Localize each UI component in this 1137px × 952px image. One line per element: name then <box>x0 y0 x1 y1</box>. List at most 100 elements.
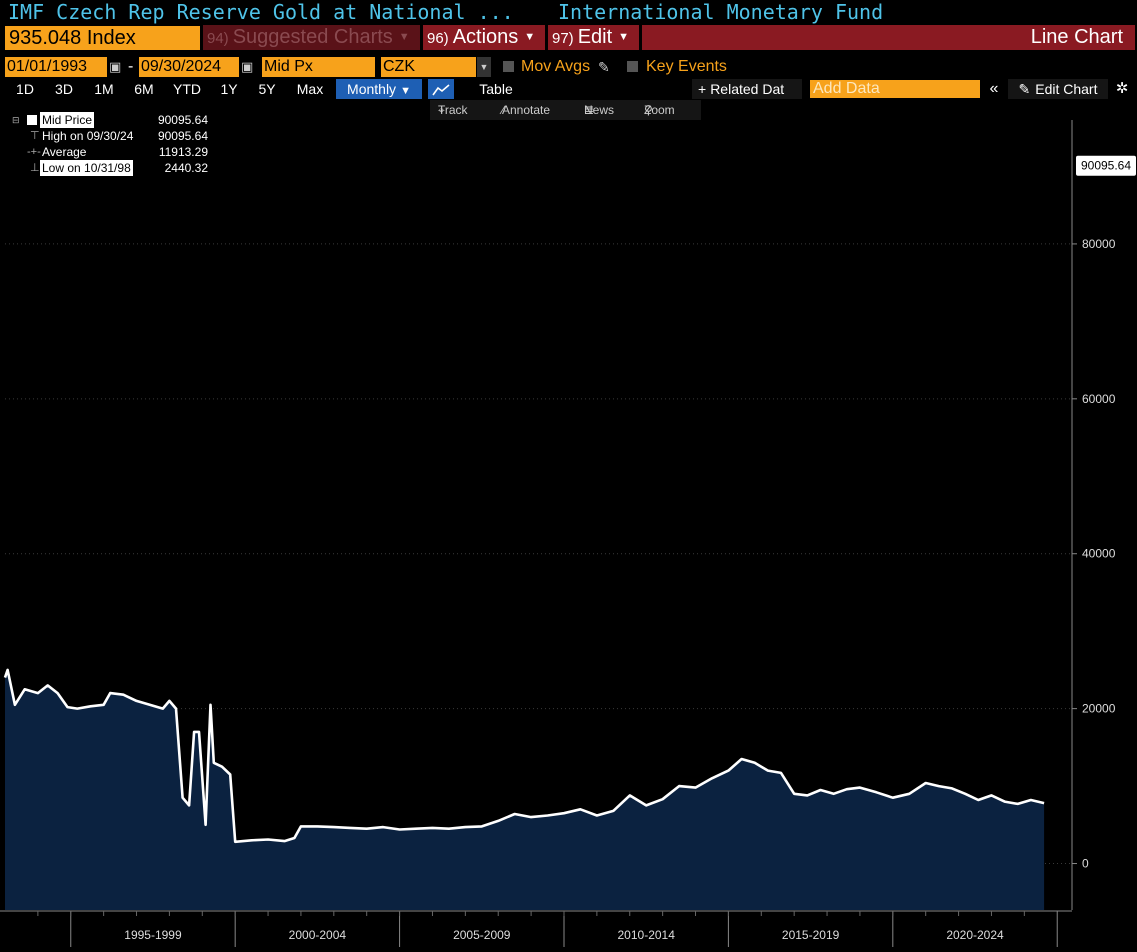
last-value-label: 90095.64 <box>1081 159 1131 173</box>
y-tick-label: 60000 <box>1082 392 1116 406</box>
chart-tools: ⌖ Track ∕ Annotate ≣ News ⚲ Zoom <box>430 100 701 120</box>
zoom-label: Zoom <box>644 103 675 117</box>
related-data-button[interactable]: + Related Dat <box>692 79 802 99</box>
x-axis: 1995-1999 2000-2004 2005-2009 2010-2014 2015… <box>0 910 1137 947</box>
annotate-label: Annotate <box>502 103 551 117</box>
x-tick-label: 2000-2004 <box>289 928 347 942</box>
mov-avgs-checkbox[interactable] <box>503 61 514 72</box>
legend-value: 90095.64 <box>157 113 208 127</box>
last-value-badge <box>1076 155 1136 176</box>
range-button-3d[interactable]: 3D <box>55 81 73 97</box>
price-type-text: Mid Px <box>264 58 313 75</box>
news-label: News <box>584 103 615 117</box>
legend-row-high: ⊤ High on 09/30/24 90095.64 <box>10 128 212 144</box>
table-view-button[interactable]: Table <box>479 81 513 97</box>
y-tick-label: 20000 <box>1082 702 1116 716</box>
security-title: IMF Czech Rep Reserve Gold at National .… <box>8 0 514 24</box>
title-bar: IMF Czech Rep Reserve Gold at National .… <box>0 0 1137 25</box>
pencil-icon[interactable]: ✎ <box>598 59 610 75</box>
currency-dropdown-button[interactable]: ▼ <box>477 57 491 77</box>
key-events-checkbox[interactable] <box>627 61 638 72</box>
calendar-icon[interactable]: ▣ <box>241 59 254 74</box>
chevron-down-icon: ▼ <box>618 31 630 44</box>
chevron-down-icon: ▼ <box>524 31 536 44</box>
series-area <box>5 669 1045 910</box>
start-date-field[interactable]: 01/01/1993 <box>5 57 107 77</box>
average-marker-icon: -+- <box>27 146 41 158</box>
magnifier-icon: ⚲ <box>644 103 653 117</box>
frequency-dropdown[interactable]: Monthly ▼ <box>336 79 422 99</box>
edit-chart-button[interactable]: ✎ Edit Chart <box>1008 79 1108 99</box>
related-data-label: Related Dat <box>710 81 785 97</box>
collapse-chevron-icon[interactable]: « <box>989 80 999 97</box>
legend-value: 2440.32 <box>164 161 208 175</box>
average-bar <box>100 146 158 158</box>
actions-button[interactable]: 96) Actions ▼ <box>423 25 545 50</box>
frequency-label: Monthly <box>347 81 397 97</box>
end-date-field[interactable]: 09/30/2024 <box>139 57 239 77</box>
date-separator: - <box>128 58 134 75</box>
plus-icon: + <box>698 81 707 97</box>
x-tick-label: 2010-2014 <box>618 928 676 942</box>
chart-type-label: Line Chart <box>1030 26 1123 48</box>
range-button-max[interactable]: Max <box>296 81 324 97</box>
y-tick-label: 0 <box>1082 857 1089 871</box>
suggested-charts-label: Suggested Charts <box>232 26 393 48</box>
x-tick-label: 2005-2009 <box>453 928 511 942</box>
y-tick-label: 80000 <box>1082 237 1116 251</box>
actions-label: Actions <box>452 26 519 48</box>
range-button-6m[interactable]: 6M <box>134 81 154 97</box>
white-swatch-icon <box>27 115 37 125</box>
chart-type-bar[interactable]: Line Chart <box>642 25 1135 50</box>
source-title: International Monetary Fund <box>558 0 884 24</box>
series-line <box>3 668 1045 844</box>
currency-field[interactable]: CZK <box>381 57 476 77</box>
add-data-input[interactable]: Add Data <box>810 80 980 98</box>
edit-button[interactable]: 97) Edit ▼ <box>548 25 639 50</box>
high-marker-icon: ⊤ <box>30 130 40 142</box>
range-button-1y[interactable]: 1Y <box>220 81 238 97</box>
legend-row-mid-price: ⊟ Mid Price 90095.64 <box>10 112 212 128</box>
price-type-field[interactable]: Mid Px <box>262 57 375 77</box>
pencil-icon: ∕ <box>502 103 505 117</box>
key-events-label: Key Events <box>646 58 727 75</box>
legend-label: Average <box>42 145 87 159</box>
line-chart-view-icon[interactable] <box>428 79 454 99</box>
x-axis-svg: 1995-1999 2000-2004 2005-2009 2010-2014 2015… <box>0 910 1072 947</box>
chart-area[interactable]: 0 20000 40000 60000 80000 90095.64 <box>0 100 1137 910</box>
low-marker-icon: ⊥ <box>30 162 40 174</box>
legend-label: High on 09/30/24 <box>42 129 134 143</box>
start-date-text: 01/01/1993 <box>7 58 88 75</box>
y-tick-label: 40000 <box>1082 547 1116 561</box>
track-label: Track <box>438 103 468 117</box>
gear-icon[interactable]: ✲ <box>1115 80 1129 97</box>
news-icon: ≣ <box>584 103 595 117</box>
legend-label: Mid Price <box>40 112 95 128</box>
chevron-down-icon: ▼ <box>400 85 411 97</box>
legend-row-low: ⊥ Low on 10/31/98 2440.32 <box>10 160 212 176</box>
end-date-text: 09/30/2024 <box>141 58 222 75</box>
range-button-5y[interactable]: 5Y <box>258 81 276 97</box>
legend-value: 11913.29 <box>158 145 208 159</box>
calendar-icon[interactable]: ▣ <box>109 59 122 74</box>
ticker-field[interactable]: 935.048 Index <box>5 26 200 50</box>
add-data-placeholder: Add Data <box>813 80 880 97</box>
range-button-1m[interactable]: 1M <box>94 81 114 97</box>
suggested-charts-button[interactable]: 94) Suggested Charts ▼ <box>203 25 420 50</box>
legend-label: Low on 10/31/98 <box>40 160 133 176</box>
command-row: 935.048 Index 94) Suggested Charts ▼ 96) Ac… <box>0 25 1137 52</box>
chart-legend: ⊟ Mid Price 90095.64 ⊤ High on 09/30/24 … <box>10 110 212 180</box>
edit-chart-label: Edit Chart <box>1035 81 1098 97</box>
x-tick-label: 1995-1999 <box>124 928 182 942</box>
currency-text: CZK <box>383 58 415 75</box>
collapse-icon[interactable]: ⊟ <box>12 115 20 125</box>
crosshair-icon: ⌖ <box>438 103 445 117</box>
mov-avgs-label: Mov Avgs <box>521 58 591 75</box>
suggested-charts-num: 94) <box>207 30 229 47</box>
range-button-1d[interactable]: 1D <box>16 81 34 97</box>
ticker-text: 935.048 Index <box>9 27 136 49</box>
legend-value: 90095.64 <box>157 129 208 143</box>
x-tick-label: 2015-2019 <box>782 928 840 942</box>
range-button-ytd[interactable]: YTD <box>173 81 201 97</box>
edit-num: 97) <box>552 30 574 47</box>
